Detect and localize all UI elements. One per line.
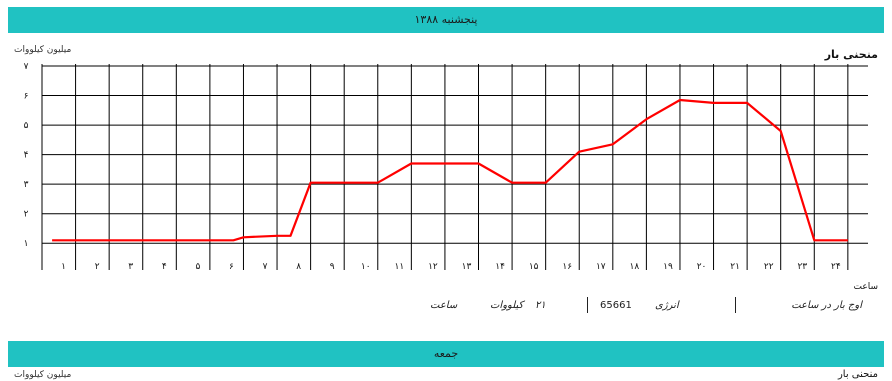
next-day-header-text: جمعه [433, 347, 459, 360]
y-tick-label: ۶ [24, 92, 29, 102]
day-header-band: پنجشنبه ۱۳۸۸ [8, 7, 884, 33]
summary-separator [735, 297, 736, 313]
day-header-text: پنجشنبه ۱۳۸۸ [414, 13, 478, 26]
x-tick-label: ۱۶ [562, 262, 572, 272]
x-tick-label: ۳ [128, 262, 133, 272]
chart-title-next: منحنی بار [837, 369, 878, 380]
x-tick-label: ۲ [95, 262, 100, 272]
y-tick-label: ۴ [24, 151, 29, 161]
y-tick-label: ۳ [24, 180, 29, 190]
x-tick-label: ۹ [330, 262, 335, 272]
x-tick-label: ۲۰ [697, 262, 707, 272]
x-tick-label: ۱۳ [462, 262, 472, 272]
energy-value: 65661 [600, 300, 632, 311]
x-tick-label: ۵ [195, 262, 200, 272]
next-day-header-band: جمعه [8, 341, 884, 367]
x-tick-label: ۱۱ [395, 262, 405, 272]
power-label: کیلووات [490, 300, 524, 311]
y-tick-label: ۱ [24, 239, 29, 249]
hour-label: ساعت [430, 300, 458, 311]
x-tick-label: ۸ [296, 262, 301, 272]
x-tick-label: ۱۵ [529, 262, 539, 272]
y-unit-label: میلیون کیلووات [14, 45, 72, 55]
peak-label: اوج بار در ساعت [791, 300, 862, 311]
x-tick-label: ۱۴ [495, 262, 505, 272]
x-tick-label: ۱۸ [630, 262, 640, 272]
x-tick-label: ۱۹ [663, 262, 673, 272]
x-tick-label: ۲۱ [730, 262, 740, 272]
x-tick-label: ۲۴ [831, 262, 841, 272]
x-tick-label: ۱۲ [428, 262, 438, 272]
load-series-line [52, 98, 848, 242]
y-unit-label-next: میلیون کیلووات [14, 370, 72, 380]
x-tick-label: ۱ [61, 262, 66, 272]
x-tick-label: ۲۳ [797, 262, 807, 272]
power-value: ۲۱ [535, 300, 546, 311]
summary-separator [587, 297, 588, 313]
x-tick-label: ۶ [229, 262, 234, 272]
x-tick-label: ۷ [263, 262, 268, 272]
x-tick-label: ۱۷ [596, 262, 606, 272]
x-tick-label: ۴ [162, 262, 167, 272]
chart-title: منحنی بار [824, 48, 878, 61]
y-tick-label: ۷ [24, 62, 29, 72]
x-tick-label: ۱۰ [361, 262, 371, 272]
x-tick-label: ۲۲ [764, 262, 774, 272]
y-tick-label: ۲ [24, 210, 29, 220]
energy-label: انرژی [655, 300, 679, 311]
x-axis-label: ساعت [853, 282, 879, 292]
y-tick-label: ۵ [24, 121, 29, 131]
